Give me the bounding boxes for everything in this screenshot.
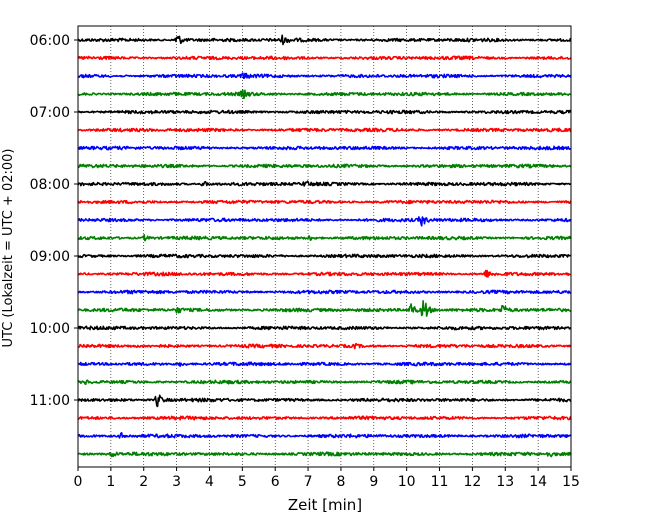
y-axis-label: UTC (Lokalzeit = UTC + 02:00): [1, 149, 16, 348]
y-tick-label: 10:00: [30, 321, 70, 337]
x-tick-label: 1: [106, 474, 115, 490]
y-tick-label: 08:00: [30, 177, 70, 193]
x-tick-label: 0: [74, 474, 83, 490]
trace-line: [77, 451, 572, 458]
trace-line: [77, 253, 572, 259]
seismic-traces: [77, 34, 572, 458]
y-tick-label: 06:00: [30, 33, 70, 49]
x-tick-label: 9: [369, 474, 378, 490]
x-axis-label: Zeit [min]: [288, 496, 362, 514]
x-tick-label: 3: [172, 474, 181, 490]
trace-line: [77, 109, 572, 115]
trace-line: [77, 55, 572, 61]
y-axis-ticks: 06:00 07:00 08:00 09:00 10:00 11:00: [30, 33, 78, 409]
trace-line: [77, 342, 572, 350]
trace-line: [77, 289, 572, 295]
x-tick-label: 7: [304, 474, 313, 490]
trace-line: [77, 127, 572, 133]
trace-line: [77, 163, 572, 169]
trace-line: [77, 34, 572, 46]
trace-line: [77, 199, 572, 205]
trace-line: [77, 300, 572, 317]
plot-frame: [77, 25, 572, 468]
x-tick-label: 6: [271, 474, 280, 490]
x-tick-label: 14: [529, 474, 547, 490]
trace-line: [77, 180, 572, 187]
x-tick-label: 15: [562, 474, 580, 490]
trace-line: [77, 415, 572, 421]
x-tick-label: 5: [238, 474, 247, 490]
x-tick-label: 13: [496, 474, 514, 490]
trace-line: [77, 89, 572, 100]
x-axis-ticks: 0 1 2 3 4 5 6 7 8 9 10 11 12 13 14 15: [74, 467, 580, 490]
trace-line: [77, 269, 572, 278]
x-tick-label: 10: [398, 474, 416, 490]
trace-line: [77, 325, 572, 331]
trace-line: [77, 432, 572, 439]
trace-line: [77, 379, 572, 386]
trace-line: [77, 72, 572, 80]
x-tick-label: 8: [336, 474, 345, 490]
trace-line: [77, 361, 572, 368]
x-tick-label: 4: [205, 474, 214, 490]
trace-line: [77, 216, 572, 227]
x-tick-label: 2: [139, 474, 148, 490]
trace-line: [77, 234, 572, 242]
x-tick-label: 12: [463, 474, 481, 490]
x-tick-label: 11: [431, 474, 449, 490]
y-tick-label: 07:00: [30, 105, 70, 121]
trace-line: [77, 394, 572, 408]
y-tick-label: 09:00: [30, 249, 70, 265]
y-tick-label: 11:00: [30, 393, 70, 409]
trace-line: [77, 145, 572, 151]
